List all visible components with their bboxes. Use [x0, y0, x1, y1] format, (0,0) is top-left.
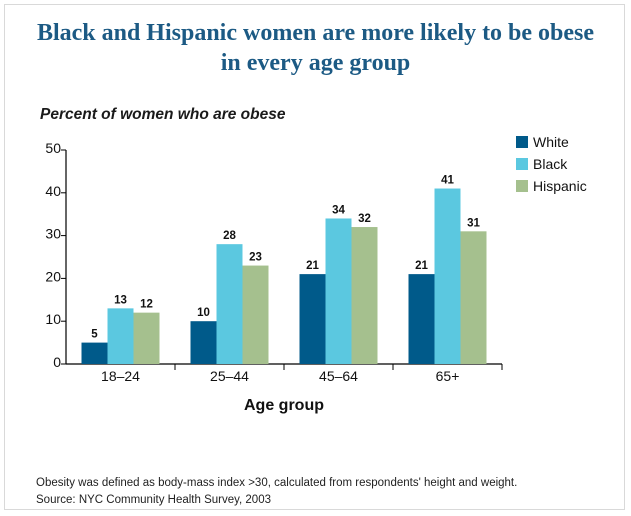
data-label-white-45-64: 21 — [306, 260, 319, 272]
data-label-black-25-44: 28 — [223, 230, 236, 242]
x-tick-label-45-64: 45–64 — [319, 368, 358, 384]
chart-frame — [4, 4, 625, 510]
x-tick-label-25-44: 25–44 — [210, 368, 249, 384]
x-tick-label-18-24: 18–24 — [101, 368, 140, 384]
footnote-definition: Obesity was defined as body-mass index >… — [36, 477, 518, 489]
data-label-black-18-24: 13 — [114, 294, 127, 306]
legend-swatch-black — [516, 158, 528, 170]
data-label-white-18-24: 5 — [91, 329, 98, 341]
y-tick-label-0: 0 — [53, 354, 61, 370]
bar-hispanic-65 — [460, 231, 487, 364]
footnote: Obesity was defined as body-mass index >… — [36, 475, 517, 509]
legend-label-hispanic: Hispanic — [533, 178, 587, 194]
bar-black-18-24 — [107, 308, 134, 364]
data-label-hispanic-25-44: 23 — [249, 252, 262, 264]
bar-hispanic-45-64 — [351, 227, 378, 364]
bar-black-65 — [434, 188, 461, 364]
legend-label-white: White — [533, 134, 569, 150]
data-label-hispanic-65: 31 — [467, 217, 480, 229]
data-label-black-65: 41 — [441, 175, 454, 187]
bar-white-45-64 — [299, 274, 326, 364]
bar-hispanic-25-44 — [242, 265, 269, 364]
legend-swatch-hispanic — [516, 180, 528, 192]
y-tick-label-50: 50 — [45, 140, 61, 156]
data-label-hispanic-45-64: 32 — [358, 213, 371, 225]
legend-swatch-white — [516, 136, 528, 148]
chart-title: Black and Hispanic women are more likely… — [36, 20, 595, 76]
legend-label-black: Black — [533, 156, 568, 172]
bar-white-65 — [408, 274, 435, 364]
y-tick-label-30: 30 — [45, 226, 61, 242]
data-label-white-25-44: 10 — [197, 307, 210, 319]
chart-subtitle: Percent of women who are obese — [40, 106, 286, 123]
x-axis-title: Age group — [244, 397, 324, 414]
y-tick-label-40: 40 — [45, 183, 61, 199]
bar-chart: 0 10 20 30 40 50 5 13 12 18–24 10 28 23 25–44 21 34 32 45… — [45, 134, 587, 414]
bar-hispanic-18-24 — [133, 312, 160, 364]
data-label-hispanic-18-24: 12 — [140, 299, 153, 311]
x-tick-label-65: 65+ — [436, 368, 460, 384]
bar-black-25-44 — [216, 244, 243, 364]
y-tick-label-20: 20 — [45, 268, 61, 284]
y-tick-label-10: 10 — [45, 311, 61, 327]
footnote-source: Source: NYC Community Health Survey, 200… — [36, 494, 271, 506]
bar-black-45-64 — [325, 218, 352, 364]
bar-white-18-24 — [81, 342, 108, 364]
bar-white-25-44 — [190, 321, 217, 364]
data-label-white-65: 21 — [415, 260, 428, 272]
data-label-black-45-64: 34 — [332, 204, 345, 216]
